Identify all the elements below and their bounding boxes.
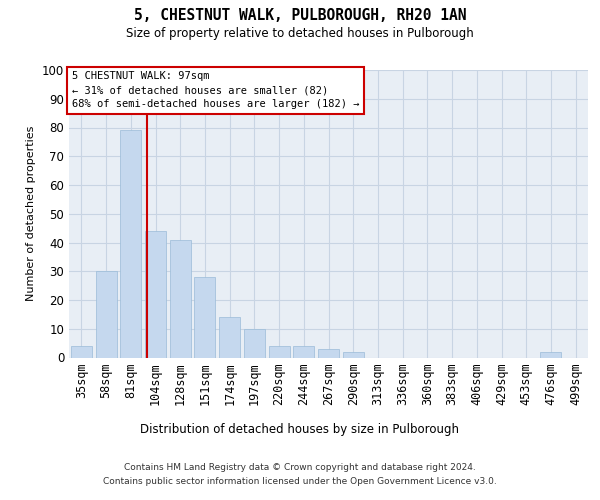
Bar [343,352,364,358]
Bar [120,130,141,358]
Bar [244,329,265,358]
Bar [219,318,240,358]
Bar [95,271,116,358]
Y-axis label: Number of detached properties: Number of detached properties [26,126,37,302]
Bar [293,346,314,358]
Text: Size of property relative to detached houses in Pulborough: Size of property relative to detached ho… [126,28,474,40]
Text: 5 CHESTNUT WALK: 97sqm
← 31% of detached houses are smaller (82)
68% of semi-det: 5 CHESTNUT WALK: 97sqm ← 31% of detached… [71,72,359,110]
Text: Contains HM Land Registry data © Crown copyright and database right 2024.: Contains HM Land Registry data © Crown c… [124,462,476,471]
Bar [170,240,191,358]
Text: Distribution of detached houses by size in Pulborough: Distribution of detached houses by size … [140,422,460,436]
Bar [194,277,215,357]
Text: 5, CHESTNUT WALK, PULBOROUGH, RH20 1AN: 5, CHESTNUT WALK, PULBOROUGH, RH20 1AN [134,8,466,22]
Bar [269,346,290,358]
Bar [318,349,339,358]
Bar [541,352,562,358]
Text: Contains public sector information licensed under the Open Government Licence v3: Contains public sector information licen… [103,478,497,486]
Bar [145,231,166,358]
Bar [71,346,92,358]
